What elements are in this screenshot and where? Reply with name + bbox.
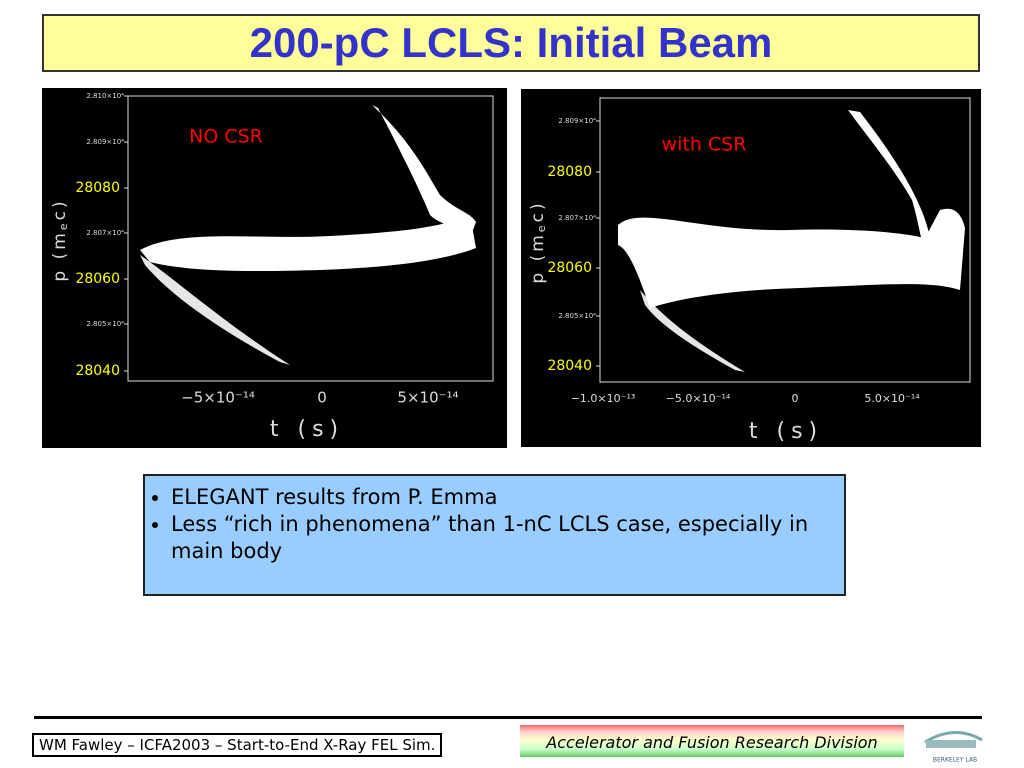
y-axis-label-part: p (m	[50, 230, 70, 281]
x-tick-label: 5×10⁻¹⁴	[397, 389, 458, 407]
y-tick-label: 2.809×10⁴	[86, 138, 124, 146]
y-axis-label: p (mec)	[50, 198, 70, 281]
overlay-label: 28080	[547, 164, 592, 180]
figures: NO CSR with CSR t (s) t (s) p (mec) p (m…	[42, 88, 981, 448]
overlay-label: 28080	[75, 180, 120, 196]
plot-frame	[127, 95, 494, 382]
y-axis-label-part: e	[57, 220, 70, 230]
logo-arc	[924, 731, 983, 744]
overlay-label: 28040	[75, 363, 120, 379]
footer-left: WM Fawley – ICFA2003 – Start-to-End X-Ra…	[32, 733, 443, 757]
y-axis-label-part: c)	[50, 198, 70, 220]
y-tick-label: 2.810×10⁴	[86, 92, 124, 100]
x-tick-label: 0	[792, 392, 799, 405]
x-tick-label: 5.0×10⁻¹⁴	[864, 392, 920, 405]
bullet-box: ELEGANT results from P. EmmaLess “rich i…	[143, 474, 846, 596]
footer-rule	[34, 716, 982, 719]
beam-head	[848, 110, 930, 240]
y-axis-label-part: p (m	[528, 232, 548, 283]
x-tick-label: 0	[317, 389, 327, 407]
x-tick-label: −5.0×10⁻¹⁴	[666, 392, 731, 405]
logo-text: BERKELEY LAB	[933, 757, 977, 764]
y-axis-label-part: c)	[528, 200, 548, 222]
x-axis-label: t (s)	[749, 419, 823, 444]
bullet-list: ELEGANT results from P. EmmaLess “rich i…	[155, 484, 834, 565]
overlay-label: 28060	[547, 260, 592, 276]
beam-head	[372, 105, 476, 238]
slide-title: 200-pC LCLS: Initial Beam	[42, 14, 980, 72]
y-tick-label: 2.809×10⁴	[558, 117, 596, 125]
footer-right: Accelerator and Fusion Research Division	[520, 725, 904, 757]
overlay-label: 28060	[75, 271, 120, 287]
annotation: with CSR	[662, 134, 747, 156]
x-tick-label: −5×10⁻¹⁴	[181, 389, 255, 407]
beam-body	[618, 208, 965, 308]
y-axis-label: p (mec)	[528, 200, 548, 283]
plot-frame	[599, 97, 971, 383]
y-axis-label-part: e	[535, 222, 548, 232]
logo: BERKELEY LAB	[924, 731, 983, 764]
figure-left	[42, 88, 507, 448]
overlay-label: 28040	[547, 358, 592, 374]
y-tick-label: 2.807×10⁴	[558, 214, 596, 222]
x-axis-label: t (s)	[270, 417, 344, 442]
beam-body	[140, 215, 476, 272]
bullet: Less “rich in phenomena” than 1-nC LCLS …	[171, 511, 834, 565]
y-tick-label: 2.805×10⁴	[86, 320, 124, 328]
y-tick-label: 2.805×10⁴	[558, 312, 596, 320]
bullet: ELEGANT results from P. Emma	[171, 484, 834, 511]
beam-tail	[140, 255, 290, 365]
y-tick-label: 2.807×10⁴	[86, 229, 124, 237]
annotation: NO CSR	[189, 126, 263, 148]
x-tick-label: −1.0×10⁻¹³	[571, 392, 636, 405]
logo-bar	[926, 740, 976, 748]
